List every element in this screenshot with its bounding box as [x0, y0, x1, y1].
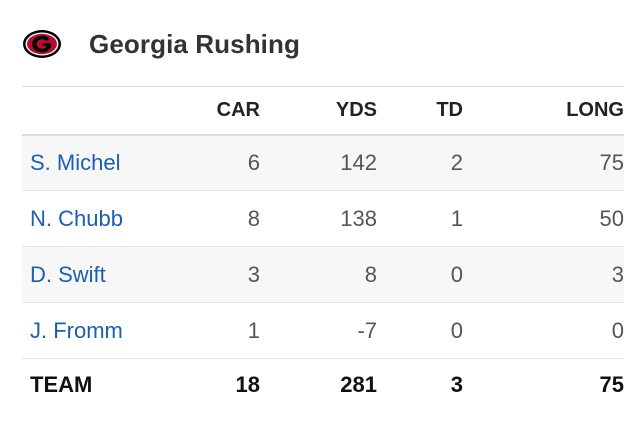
car-cell: 1: [247, 317, 260, 343]
column-header-yds: YDS: [335, 98, 377, 121]
table-row: J. Fromm 1 -7 0 0: [22, 302, 624, 359]
team-long-cell: 75: [599, 371, 624, 397]
td-cell: 0: [450, 317, 463, 343]
table-row: D. Swift 3 8 0 3: [22, 246, 624, 303]
long-cell: 0: [611, 317, 624, 343]
player-link[interactable]: D. Swift: [30, 261, 106, 287]
georgia-g-logo-icon: [22, 25, 62, 63]
team-label: TEAM: [30, 371, 93, 397]
yds-cell: 138: [340, 205, 377, 231]
stats-header: Georgia Rushing: [22, 24, 300, 64]
td-cell: 2: [450, 149, 463, 175]
column-header-long: LONG: [566, 98, 624, 121]
team-car-cell: 18: [235, 371, 260, 397]
car-cell: 8: [247, 205, 260, 231]
car-cell: 6: [247, 149, 260, 175]
car-cell: 3: [247, 261, 260, 287]
column-header-car: CAR: [216, 98, 260, 121]
yds-cell: 142: [340, 149, 377, 175]
team-yds-cell: 281: [340, 371, 377, 397]
table-row: N. Chubb 8 138 1 50: [22, 190, 624, 247]
long-cell: 75: [599, 149, 624, 175]
stats-title: Georgia Rushing: [89, 28, 300, 59]
long-cell: 3: [611, 261, 624, 287]
td-cell: 0: [450, 261, 463, 287]
table-row: S. Michel 6 142 2 75: [22, 134, 624, 191]
team-td-cell: 3: [450, 371, 463, 397]
td-cell: 1: [450, 205, 463, 231]
table-header-row: CAR YDS TD LONG: [22, 86, 624, 135]
column-header-player: [22, 87, 200, 135]
yds-cell: -7: [357, 317, 377, 343]
player-link[interactable]: N. Chubb: [30, 205, 123, 231]
player-link[interactable]: J. Fromm: [30, 317, 123, 343]
team-total-row: TEAM 18 281 3 75: [22, 359, 624, 411]
long-cell: 50: [599, 205, 624, 231]
rushing-stats-table: CAR YDS TD LONG S. Michel 6 142 2 75 N. …: [22, 86, 624, 411]
player-link[interactable]: S. Michel: [30, 149, 121, 175]
yds-cell: 8: [364, 261, 377, 287]
column-header-td: TD: [436, 98, 463, 121]
